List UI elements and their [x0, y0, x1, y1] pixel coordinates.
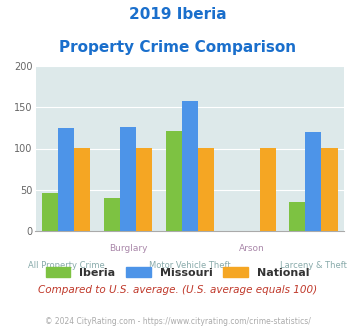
- Bar: [305, 132, 322, 231]
- Text: Compared to U.S. average. (U.S. average equals 100): Compared to U.S. average. (U.S. average …: [38, 285, 317, 295]
- Bar: [58, 128, 75, 231]
- Text: Larceny & Theft: Larceny & Theft: [280, 261, 347, 270]
- Bar: [182, 102, 198, 231]
- Text: 2019 Iberia: 2019 Iberia: [129, 7, 226, 21]
- Bar: [289, 202, 305, 231]
- Bar: [322, 148, 338, 231]
- Bar: [120, 127, 136, 231]
- Bar: [104, 198, 120, 231]
- Bar: [198, 148, 214, 231]
- Bar: [260, 148, 276, 231]
- Text: All Property Crime: All Property Crime: [28, 261, 105, 270]
- Text: © 2024 CityRating.com - https://www.cityrating.com/crime-statistics/: © 2024 CityRating.com - https://www.city…: [45, 317, 310, 326]
- Text: Property Crime Comparison: Property Crime Comparison: [59, 40, 296, 54]
- Bar: [166, 131, 182, 231]
- Bar: [136, 148, 152, 231]
- Bar: [75, 148, 91, 231]
- Text: Arson: Arson: [239, 244, 264, 253]
- Bar: [42, 193, 58, 231]
- Legend: Iberia, Missouri, National: Iberia, Missouri, National: [41, 263, 314, 282]
- Text: Burglary: Burglary: [109, 244, 147, 253]
- Text: Motor Vehicle Theft: Motor Vehicle Theft: [149, 261, 231, 270]
